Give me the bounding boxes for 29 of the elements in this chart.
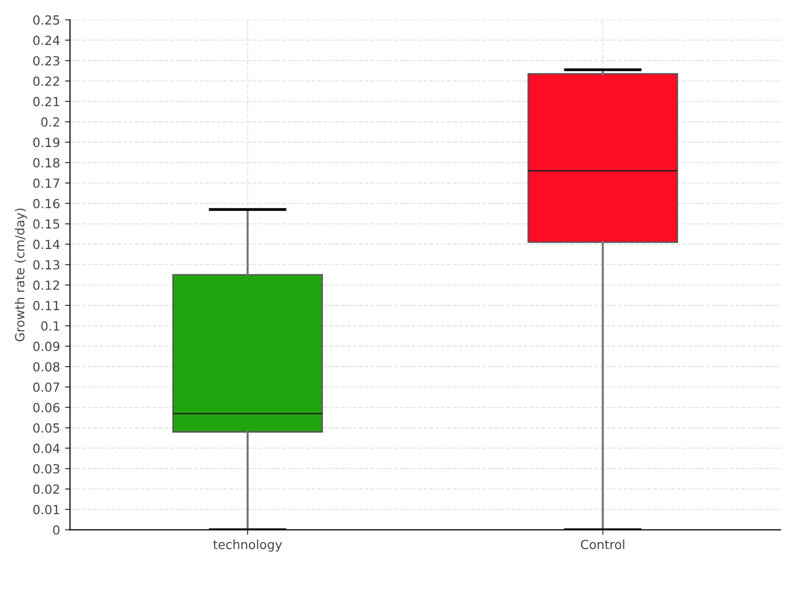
y-tick-label: 0.16 bbox=[33, 198, 60, 208]
y-tick-label: 0.17 bbox=[33, 178, 60, 188]
y-tick-label: 0.03 bbox=[33, 464, 60, 474]
y-tick-label: 0.2 bbox=[41, 117, 60, 127]
y-tick-label: 0.18 bbox=[33, 158, 60, 168]
y-tick-label: 0.25 bbox=[33, 15, 60, 25]
y-tick-label: 0.05 bbox=[33, 423, 60, 433]
y-tick-label: 0.01 bbox=[33, 504, 60, 514]
y-tick-label: 0.22 bbox=[33, 76, 60, 86]
y-tick-label: 0.21 bbox=[33, 96, 60, 106]
y-tick-label: 0.13 bbox=[33, 260, 60, 270]
y-tick-label: 0.09 bbox=[33, 342, 60, 352]
y-tick-label: 0.15 bbox=[33, 219, 60, 229]
y-tick-label: 0.14 bbox=[33, 240, 60, 250]
x-tick-label: technology bbox=[213, 540, 282, 552]
y-tick-label: 0.19 bbox=[33, 138, 60, 148]
y-tick-label: 0 bbox=[53, 525, 60, 535]
y-tick-label: 0.06 bbox=[33, 402, 60, 412]
y-tick-label: 0.04 bbox=[33, 444, 60, 454]
y-tick-label: 0.08 bbox=[33, 362, 60, 372]
y-tick-label: 0.07 bbox=[33, 382, 60, 392]
y-tick-label: 0.12 bbox=[33, 280, 60, 290]
y-tick-label: 0.24 bbox=[33, 36, 60, 46]
y-tick-label: 0.02 bbox=[33, 484, 60, 494]
y-axis-title: Growth rate (cm/day) bbox=[14, 208, 27, 342]
y-tick-label: 0.1 bbox=[41, 321, 60, 331]
x-tick-label: Control bbox=[580, 540, 624, 550]
y-tick-label: 0.11 bbox=[33, 300, 60, 310]
y-tick-label: 0.23 bbox=[33, 56, 60, 66]
